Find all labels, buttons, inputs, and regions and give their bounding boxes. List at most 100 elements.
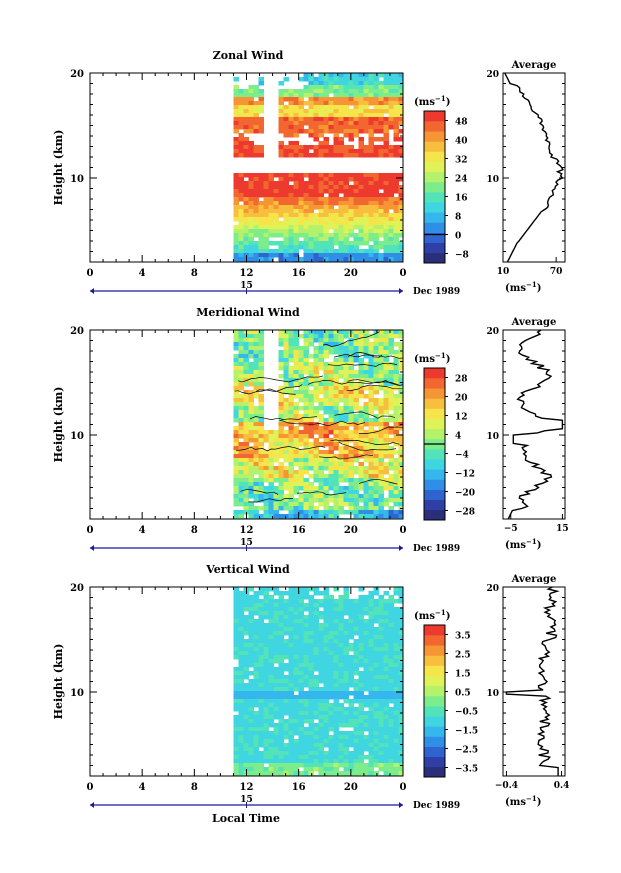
heatmap-cell [233, 643, 239, 648]
heatmap-cell [243, 197, 249, 202]
heatmap-cell [288, 494, 294, 499]
heatmap-cell [248, 478, 254, 483]
heatmap-cell [278, 711, 284, 716]
heatmap-cell [298, 506, 304, 511]
heatmap-cell [368, 627, 374, 632]
heatmap-cell [348, 346, 354, 351]
heatmap-cell [378, 679, 384, 684]
heatmap-cell [398, 394, 403, 399]
heatmap-cell [348, 663, 354, 668]
heatmap-cell [263, 430, 269, 435]
heatmap-cell [313, 229, 319, 234]
heatmap-cell [378, 149, 384, 154]
heatmap-cell [298, 703, 304, 708]
heatmap-cell [243, 707, 249, 712]
heatmap-cell [318, 93, 324, 98]
heatmap-cell [243, 699, 249, 704]
heatmap-cell [278, 683, 284, 688]
heatmap-cell [348, 350, 354, 355]
heatmap-cell [348, 635, 354, 640]
heatmap-cell [303, 510, 309, 515]
heatmap-cell [298, 181, 304, 186]
heatmap-cell [283, 133, 289, 138]
heatmap-cell [283, 667, 289, 672]
heatmap-cell [298, 619, 304, 624]
heatmap-cell [358, 125, 364, 130]
heatmap-cell [378, 755, 384, 760]
heatmap-cell [258, 221, 264, 226]
heatmap-cell [288, 426, 294, 431]
heatmap-cell [363, 414, 369, 419]
heatmap-cell [293, 643, 299, 648]
heatmap-cell [383, 446, 389, 451]
heatmap-cell [378, 97, 384, 102]
heatmap-cell [328, 450, 334, 455]
heatmap-cell [353, 346, 359, 351]
heatmap-cell [248, 683, 254, 688]
y-tick-label: 20 [70, 583, 84, 594]
heatmap-cell [338, 145, 344, 150]
heatmap-cell [293, 675, 299, 680]
heatmap-cell [298, 438, 304, 443]
heatmap-cell [398, 462, 403, 467]
heatmap-cell [393, 587, 399, 592]
heatmap-cell [338, 462, 344, 467]
heatmap-cell [308, 378, 314, 383]
date-bar-arrow-left [90, 288, 94, 294]
heatmap-cell [333, 386, 339, 391]
heatmap-cell [268, 434, 274, 439]
heatmap-cell [233, 739, 239, 744]
heatmap-cell [303, 434, 309, 439]
heatmap-cell [373, 113, 379, 118]
heatmap-cell [248, 177, 254, 182]
heatmap-cell [313, 763, 319, 768]
heatmap-cell [333, 330, 339, 335]
heatmap-cell [238, 470, 244, 475]
heatmap-cell [343, 631, 349, 636]
heatmap-cell [313, 201, 319, 206]
heatmap-cell [363, 77, 369, 82]
heatmap-cell [398, 149, 403, 154]
heatmap-cell [353, 205, 359, 210]
heatmap-cell [373, 81, 379, 86]
heatmap-cell [358, 394, 364, 399]
heatmap-cell [328, 109, 334, 114]
heatmap-cell [243, 446, 249, 451]
heatmap-cell [368, 454, 374, 459]
heatmap-cell [323, 257, 329, 262]
heatmap-cell [268, 205, 274, 210]
heatmap-cell [328, 181, 334, 186]
heatmap-cell [383, 454, 389, 459]
heatmap-cell [363, 422, 369, 427]
heatmap-cell [343, 430, 349, 435]
heatmap-cell [288, 201, 294, 206]
heatmap-cell [373, 346, 379, 351]
heatmap-cell [258, 627, 264, 632]
heatmap-cell [303, 587, 309, 592]
heatmap-cell [343, 671, 349, 676]
heatmap-cell [298, 422, 304, 427]
heatmap-cell [358, 229, 364, 234]
heatmap-cell [243, 643, 249, 648]
heatmap-cell [388, 81, 394, 86]
colorbar-tick-label: −8 [455, 251, 469, 261]
heatmap-cell [273, 739, 279, 744]
heatmap-cell [313, 691, 319, 696]
heatmap-cell [258, 631, 264, 636]
heatmap-cell [298, 189, 304, 194]
heatmap-cell [248, 213, 254, 218]
heatmap-cell [288, 330, 294, 335]
heatmap-cell [373, 671, 379, 676]
heatmap-cell [253, 719, 259, 724]
heatmap-cell [398, 615, 403, 620]
heatmap-cell [298, 771, 304, 776]
heatmap-cell [283, 109, 289, 114]
heatmap-cell [328, 494, 334, 499]
heatmap-cell [343, 85, 349, 90]
heatmap-cell [358, 751, 364, 756]
heatmap-cell [338, 77, 344, 82]
heatmap-cell [333, 233, 339, 238]
heatmap-cell [243, 639, 249, 644]
heatmap-cell [328, 209, 334, 214]
heatmap-cell [248, 129, 254, 134]
